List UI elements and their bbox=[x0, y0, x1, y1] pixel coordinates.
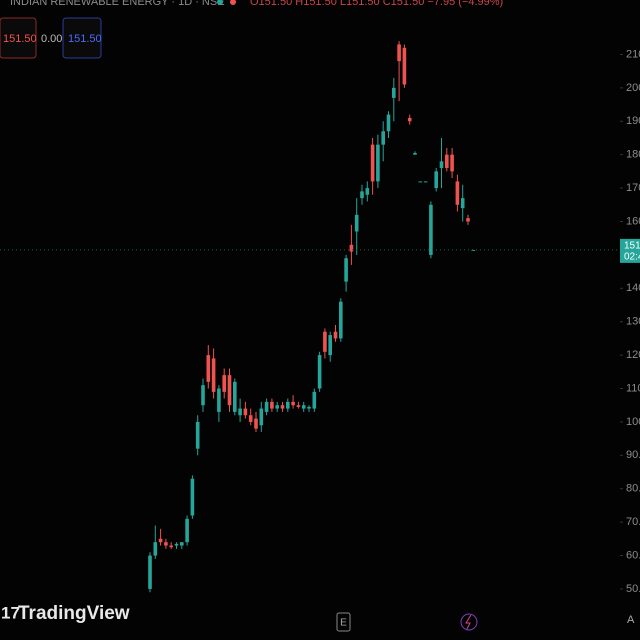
candle-body bbox=[248, 415, 253, 422]
candle-body bbox=[185, 518, 189, 543]
candle-body bbox=[450, 154, 454, 172]
candle-body bbox=[243, 408, 248, 416]
y-tick-label: 210 bbox=[626, 48, 640, 60]
y-tick-label: 180 bbox=[626, 149, 640, 161]
candle-body bbox=[349, 244, 354, 252]
countdown: 02:4 bbox=[624, 252, 640, 263]
y-tick-label: 190 bbox=[626, 115, 640, 127]
sell-button[interactable] bbox=[0, 17, 37, 59]
events-label[interactable]: E bbox=[340, 618, 347, 629]
candle-body bbox=[354, 214, 359, 232]
candle-body bbox=[323, 331, 327, 352]
logo: TradingView bbox=[18, 603, 130, 624]
symbol: INDIAN RENEWABLE ENERGY · 1D · NSE bbox=[10, 0, 225, 8]
logo-mark: 17 bbox=[1, 603, 20, 622]
candle-body bbox=[466, 218, 470, 222]
candle-body bbox=[312, 391, 317, 409]
candle-body bbox=[439, 161, 444, 169]
price-label-box bbox=[620, 238, 640, 263]
sell-price[interactable]: 151.50 bbox=[3, 33, 37, 45]
auto-scale[interactable]: A bbox=[627, 614, 635, 626]
candle-body bbox=[460, 198, 465, 209]
y-tick-label: 200 bbox=[626, 82, 640, 94]
buy-button[interactable] bbox=[62, 17, 102, 59]
y-tick-label: 170 bbox=[626, 182, 640, 194]
candle-body bbox=[392, 87, 396, 98]
candle-body bbox=[344, 258, 348, 282]
candle-body bbox=[222, 375, 226, 392]
candle-body bbox=[217, 388, 221, 412]
y-tick-label: 90.00 bbox=[626, 449, 640, 461]
candle-body bbox=[418, 181, 423, 183]
candle-body bbox=[233, 381, 237, 412]
candle-body bbox=[195, 421, 200, 449]
candle-body bbox=[376, 144, 380, 182]
candle-body bbox=[296, 405, 301, 407]
candle-body bbox=[360, 191, 364, 199]
candle-body bbox=[445, 154, 449, 169]
candle-body bbox=[301, 405, 306, 409]
candle-body bbox=[158, 538, 163, 543]
candle-body bbox=[434, 171, 438, 189]
candle-body bbox=[328, 335, 332, 356]
candle-body bbox=[333, 331, 338, 339]
y-tick-label: 140 bbox=[626, 282, 640, 294]
candle-body bbox=[365, 188, 370, 195]
spread: 0.00 bbox=[41, 33, 62, 45]
buy-price[interactable]: 151.50 bbox=[68, 33, 102, 45]
y-tick-label: 160 bbox=[626, 215, 640, 227]
candle-body bbox=[386, 114, 391, 132]
y-tick-label: 80.00 bbox=[626, 483, 640, 495]
candle-body bbox=[180, 542, 184, 546]
candle-body bbox=[429, 204, 433, 255]
candle-body bbox=[174, 543, 179, 546]
candle-body bbox=[413, 153, 417, 155]
candle-body bbox=[227, 375, 232, 406]
candle-body bbox=[407, 117, 412, 122]
ohlc: O151.50 H151.50 L151.50 C151.50 −7.95 (−… bbox=[250, 0, 503, 8]
price-label: 151.50 bbox=[624, 241, 640, 252]
y-tick-label: 70.00 bbox=[626, 516, 640, 528]
candle-body bbox=[169, 545, 173, 548]
events-icon[interactable] bbox=[336, 612, 351, 632]
candle-body bbox=[471, 249, 476, 251]
y-tick-label: 130 bbox=[626, 316, 640, 328]
candle-body bbox=[190, 478, 195, 516]
candle-body bbox=[370, 144, 375, 182]
candle-body bbox=[423, 181, 428, 183]
candle-body bbox=[148, 555, 152, 589]
y-tick-label: 50.00 bbox=[626, 583, 640, 595]
y-tick-label: 100 bbox=[626, 416, 640, 428]
y-tick-label: 60.00 bbox=[626, 549, 640, 561]
candle-body bbox=[206, 355, 211, 382]
lightning bbox=[465, 614, 472, 630]
candle-body bbox=[381, 131, 385, 145]
y-tick-label: 110 bbox=[626, 382, 640, 394]
candle-body bbox=[339, 301, 343, 339]
candle-body bbox=[238, 408, 242, 416]
candle-body bbox=[317, 355, 322, 389]
candle-body bbox=[275, 405, 279, 409]
candle-body bbox=[291, 401, 295, 406]
status-dot bbox=[217, 0, 223, 5]
candle-body bbox=[264, 401, 269, 412]
candle-body bbox=[211, 358, 216, 392]
lightning-icon[interactable] bbox=[460, 613, 478, 631]
candle-body bbox=[280, 405, 285, 409]
candle-body bbox=[259, 408, 264, 426]
candle-body bbox=[254, 418, 258, 429]
candle-body bbox=[164, 542, 168, 546]
candle-body bbox=[286, 401, 290, 409]
candle-body bbox=[270, 401, 274, 409]
candle-body bbox=[397, 44, 401, 62]
status-dot bbox=[230, 0, 236, 5]
y-tick-label: 120 bbox=[626, 349, 640, 361]
candle-body bbox=[307, 406, 311, 409]
candle-body bbox=[153, 542, 158, 556]
candle-body bbox=[455, 181, 460, 205]
candle-body bbox=[402, 47, 407, 85]
candle-body bbox=[201, 385, 205, 406]
